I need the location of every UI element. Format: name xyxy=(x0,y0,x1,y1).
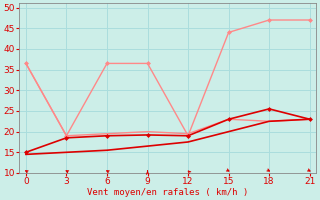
X-axis label: Vent moyen/en rafales ( km/h ): Vent moyen/en rafales ( km/h ) xyxy=(87,188,248,197)
